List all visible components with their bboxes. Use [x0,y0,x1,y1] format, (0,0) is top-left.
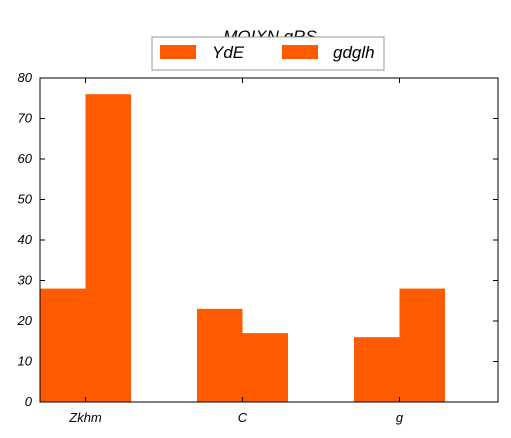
bar-gdglh-C [243,333,289,402]
y-tick-label: 60 [18,151,33,166]
bar-gdglh-g [400,289,446,402]
y-tick-label: 20 [17,313,33,328]
y-tick-label: 70 [18,111,33,126]
bar-YdE-g [354,337,400,402]
y-tick-label: 0 [25,394,33,409]
y-tick-label: 30 [18,273,33,288]
x-tick-label: C [238,410,248,425]
y-tick-label: 10 [18,354,33,369]
legend-swatch-YdE [160,45,196,59]
legend-label-gdglh: gdglh [333,43,375,62]
bar-gdglh-Zkhm [86,94,132,402]
y-tick-label: 40 [18,232,33,247]
legend-swatch-gdglh [282,45,318,59]
legend-label-YdE: YdE [212,43,245,62]
bar-YdE-Zkhm [40,289,86,402]
y-tick-label: 50 [18,192,33,207]
y-tick-label: 80 [18,70,33,85]
legend: YdE gdglh [152,37,384,70]
bar-YdE-C [197,309,243,402]
x-tick-label: Zkhm [68,410,102,425]
x-tick-label: g [396,410,404,425]
